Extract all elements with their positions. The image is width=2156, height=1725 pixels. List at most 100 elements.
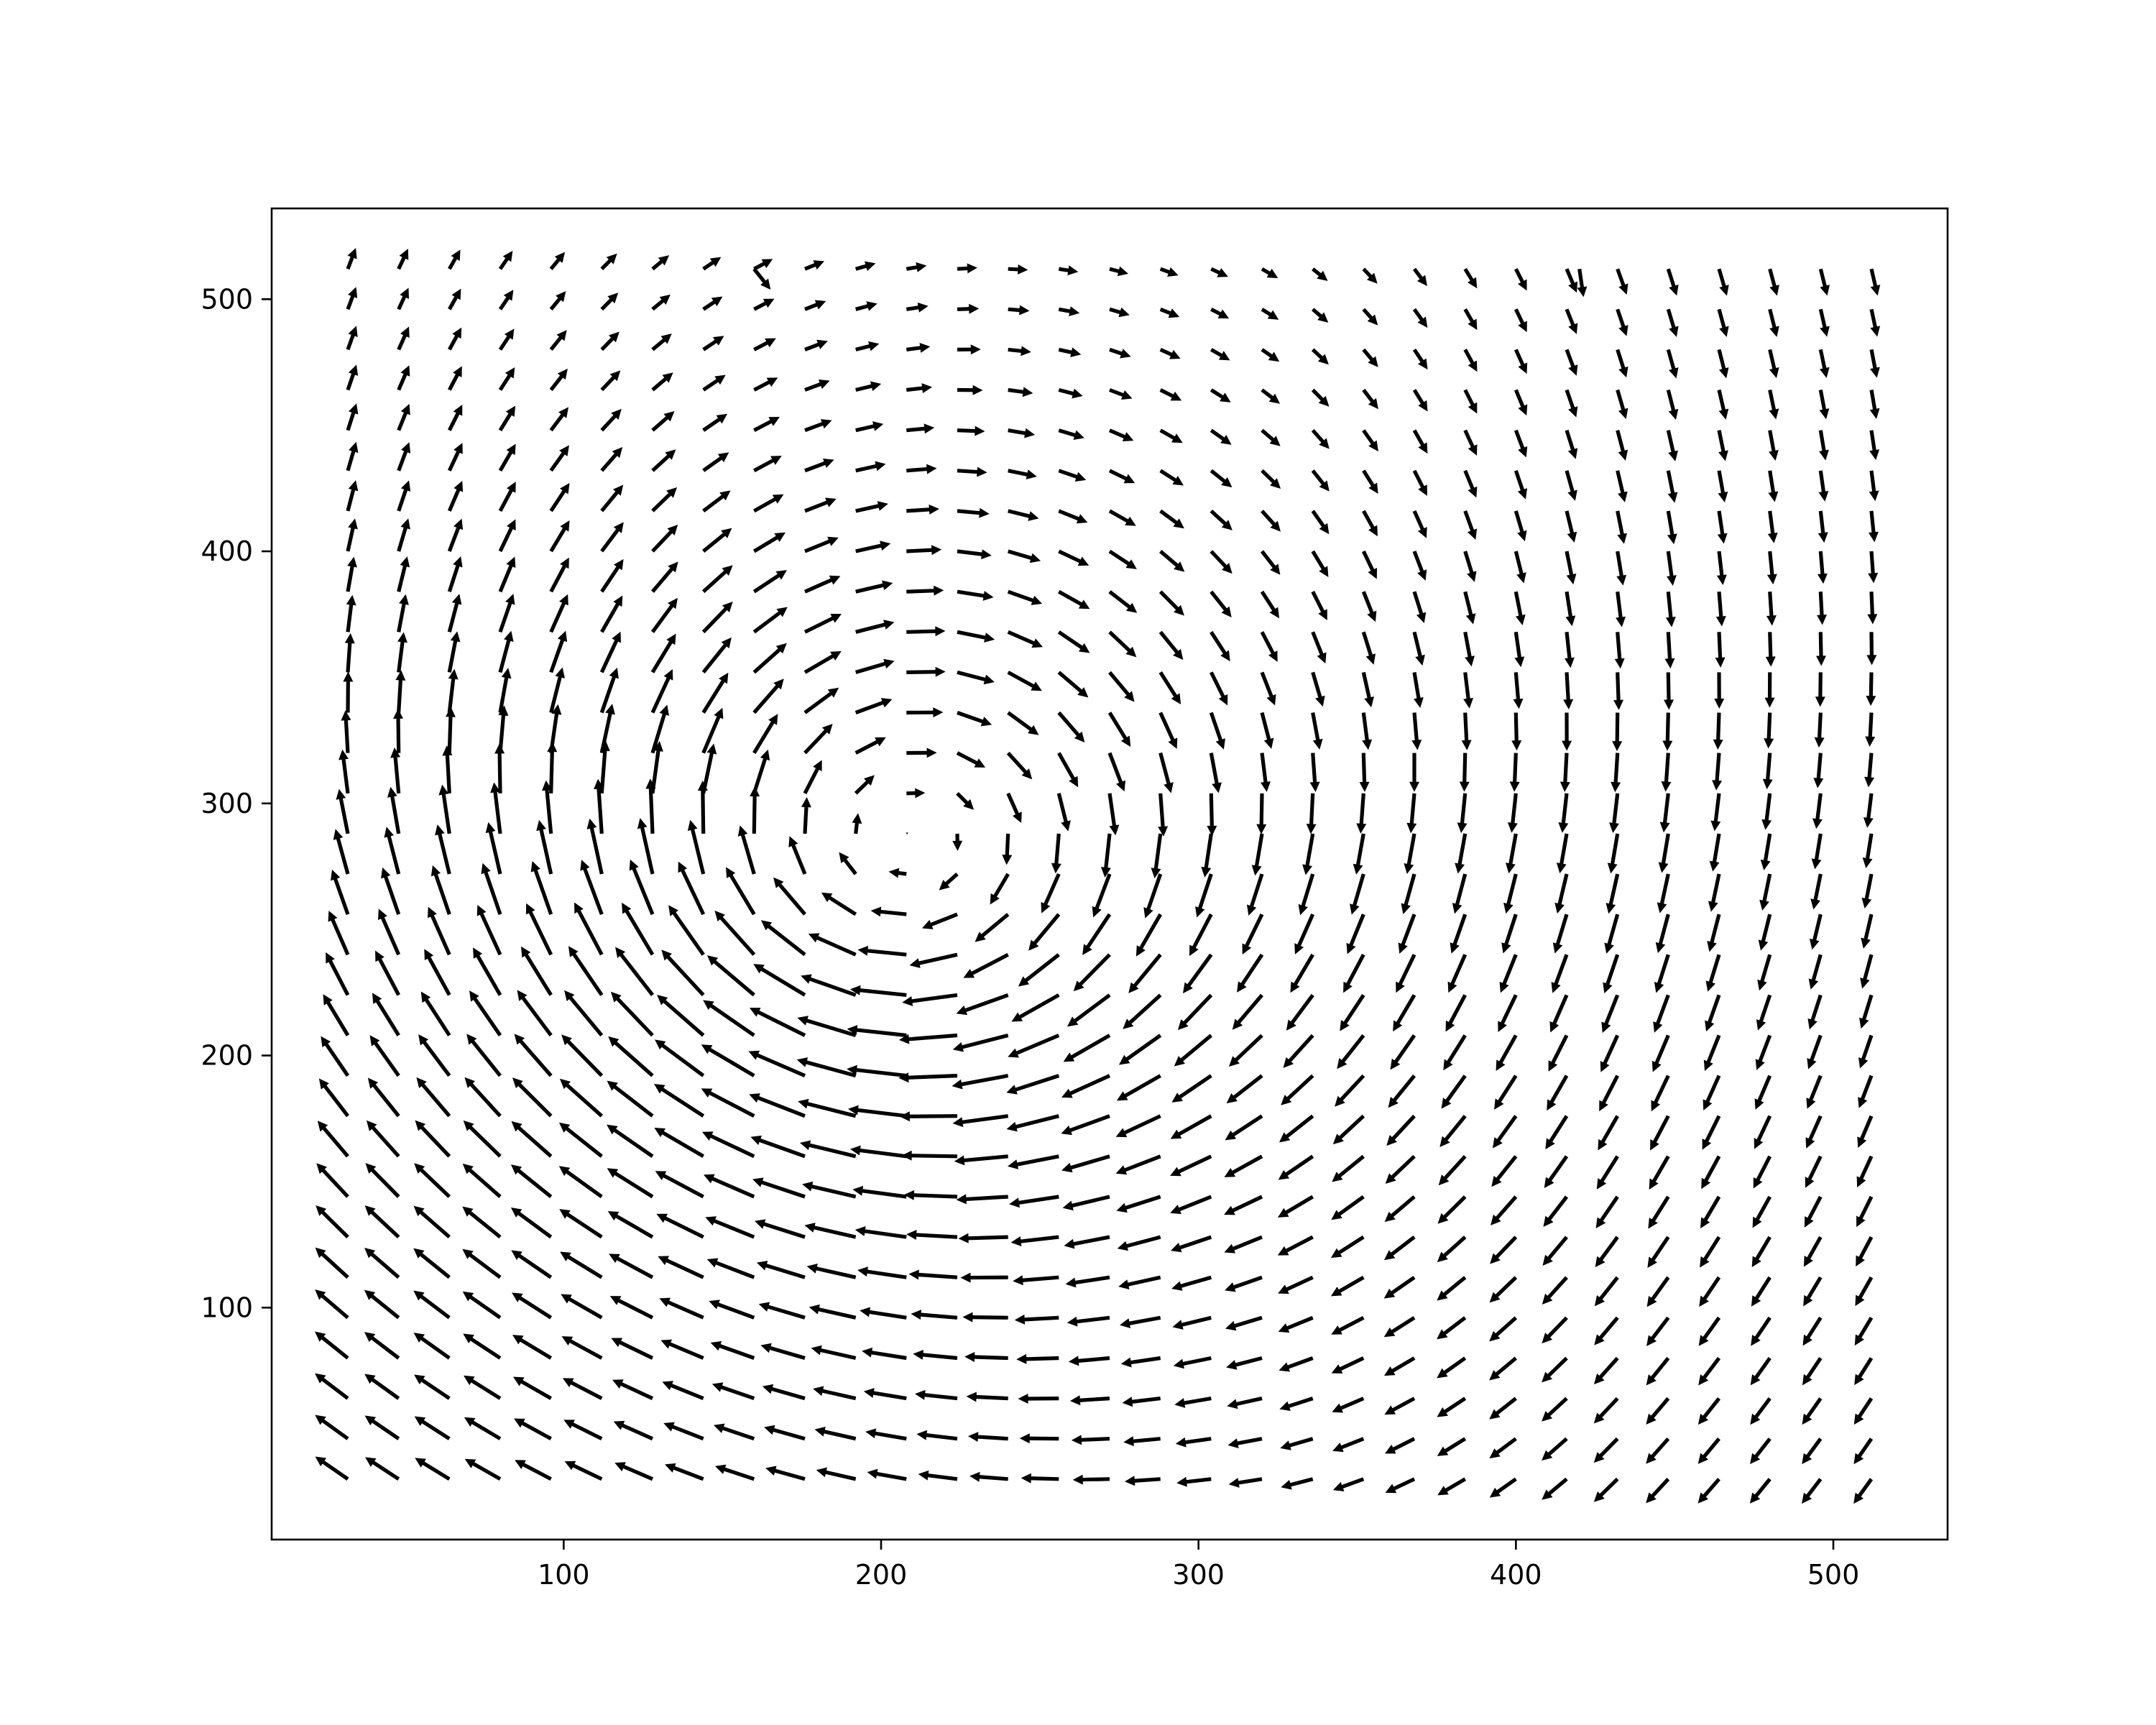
vector-arrow	[1463, 551, 1477, 582]
vector-arrow	[315, 1373, 349, 1400]
vector-arrow	[1158, 590, 1184, 616]
vector-arrow	[1174, 1397, 1212, 1408]
vector-arrow	[562, 1378, 603, 1400]
vector-arrow	[1489, 1276, 1518, 1303]
vector-arrow	[1654, 954, 1670, 993]
vector-arrow	[1857, 1115, 1874, 1148]
vector-arrow	[749, 1008, 806, 1037]
vector-arrow	[654, 1084, 705, 1118]
vector-arrow	[1008, 1034, 1060, 1058]
vector-arrow	[1225, 1275, 1263, 1292]
vector-arrow	[958, 1233, 1008, 1243]
vector-arrow	[328, 911, 350, 956]
vector-arrow	[346, 480, 359, 512]
vector-arrow	[612, 1379, 654, 1400]
vector-arrow	[1869, 430, 1880, 461]
vector-arrow	[1717, 308, 1729, 337]
vector-arrow	[1759, 873, 1772, 911]
vector-arrow	[346, 287, 358, 310]
vector-arrow	[1714, 672, 1725, 709]
vector-arrow	[1752, 1195, 1772, 1228]
vector-arrow	[849, 985, 907, 997]
vector-arrow	[1007, 630, 1044, 648]
vector-arrow	[1362, 429, 1378, 452]
vector-arrow	[1818, 268, 1830, 296]
vector-arrow	[697, 781, 708, 834]
vector-arrow	[369, 1035, 400, 1077]
vector-arrow	[1006, 792, 1022, 824]
vector-arrow	[415, 1458, 451, 1481]
vector-arrow	[710, 1341, 755, 1360]
vector-arrow	[804, 419, 832, 433]
vector-arrow	[600, 331, 619, 351]
vector-arrow	[1499, 954, 1518, 993]
vector-arrow	[801, 797, 811, 834]
vector-arrow	[752, 532, 786, 553]
vector-arrow	[448, 327, 462, 351]
vector-arrow	[1811, 833, 1823, 870]
vector-arrow	[803, 614, 842, 634]
vector-arrow	[430, 865, 451, 915]
vector-arrow	[549, 407, 569, 432]
vector-arrow	[346, 556, 357, 592]
vector-arrow	[1058, 347, 1082, 358]
vector-arrow	[464, 1458, 502, 1481]
vector-arrow	[1869, 390, 1880, 419]
vector-arrow	[315, 1247, 349, 1279]
vector-arrow	[1072, 1474, 1110, 1485]
vector-arrow	[1237, 953, 1264, 993]
vector-arrow	[1666, 510, 1677, 545]
vector-arrow	[462, 1163, 502, 1198]
vector-arrow	[1818, 308, 1830, 337]
vector-arrow	[1492, 1115, 1518, 1149]
vector-arrow	[367, 1077, 400, 1118]
vector-arrow	[1560, 753, 1570, 792]
vector-arrow	[1713, 712, 1723, 750]
x-tick-label: 200	[855, 1559, 908, 1591]
vector-arrow	[1437, 1195, 1467, 1224]
vector-arrow	[549, 291, 566, 310]
vector-arrow	[1312, 267, 1328, 281]
vector-arrow	[1699, 1276, 1721, 1307]
vector-arrow	[1765, 632, 1776, 667]
vector-arrow	[1603, 954, 1620, 994]
vector-arrow	[655, 1039, 705, 1077]
vector-arrow	[969, 1471, 1008, 1482]
vector-arrow	[1809, 914, 1823, 950]
vector-arrow	[608, 1036, 654, 1077]
vector-arrow	[1294, 914, 1315, 954]
y-tick-label: 300	[201, 788, 253, 819]
vector-arrow	[1056, 793, 1071, 832]
vector-arrow	[1565, 389, 1578, 418]
vector-arrow	[1353, 833, 1365, 875]
y-tick-label: 100	[201, 1292, 253, 1323]
vector-arrow	[1856, 1236, 1874, 1267]
vector-arrow	[1006, 751, 1033, 780]
vector-arrow	[447, 481, 464, 512]
vector-arrow	[1818, 430, 1829, 461]
vector-arrow	[1807, 1034, 1823, 1070]
vector-arrow	[424, 949, 451, 996]
vector-arrow	[1869, 470, 1879, 502]
vector-arrow	[967, 1432, 1008, 1443]
vector-arrow	[1210, 509, 1233, 530]
vector-arrow	[855, 461, 886, 473]
vector-arrow	[1547, 1075, 1569, 1111]
vector-arrow	[1805, 1115, 1823, 1149]
vector-arrow	[1864, 753, 1875, 788]
vector-arrow	[749, 1093, 806, 1118]
vector-arrow	[609, 1296, 654, 1320]
vector-arrow	[549, 445, 569, 472]
vector-arrow	[1754, 1115, 1772, 1149]
vector-arrow	[911, 1310, 958, 1320]
vector-arrow	[1593, 1437, 1619, 1463]
vector-arrow	[1577, 268, 1588, 298]
vector-arrow	[939, 873, 959, 891]
vector-arrow	[753, 417, 780, 433]
vector-arrow	[561, 1034, 604, 1077]
vector-arrow	[1496, 1034, 1518, 1072]
vector-arrow	[1443, 1034, 1467, 1071]
vector-arrow	[921, 912, 958, 929]
vector-arrow	[811, 1345, 857, 1361]
vector-arrow	[913, 1349, 958, 1361]
